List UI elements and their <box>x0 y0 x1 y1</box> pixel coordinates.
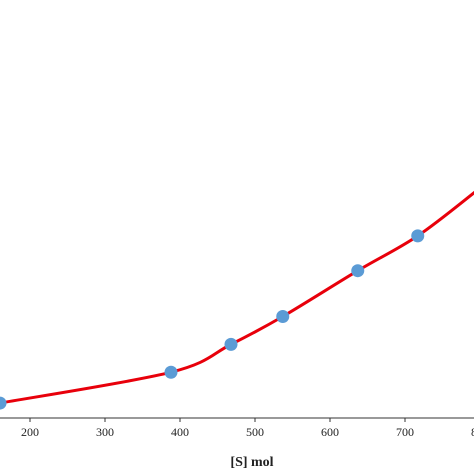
data-point <box>164 365 178 379</box>
x-tick-label: 400 <box>171 425 189 439</box>
data-point <box>411 229 425 243</box>
data-point <box>276 309 290 323</box>
data-point <box>351 264 365 278</box>
curve <box>0 190 474 405</box>
x-tick-label: 300 <box>96 425 114 439</box>
x-tick-label: 600 <box>321 425 339 439</box>
x-tick-label: 500 <box>246 425 264 439</box>
x-tick-label: 700 <box>396 425 414 439</box>
data-point <box>0 396 7 410</box>
x-axis-label: [S] mol <box>230 455 273 470</box>
data-point <box>224 337 238 351</box>
x-tick-label: 800 <box>471 425 474 439</box>
x-tick-label: 200 <box>21 425 39 439</box>
